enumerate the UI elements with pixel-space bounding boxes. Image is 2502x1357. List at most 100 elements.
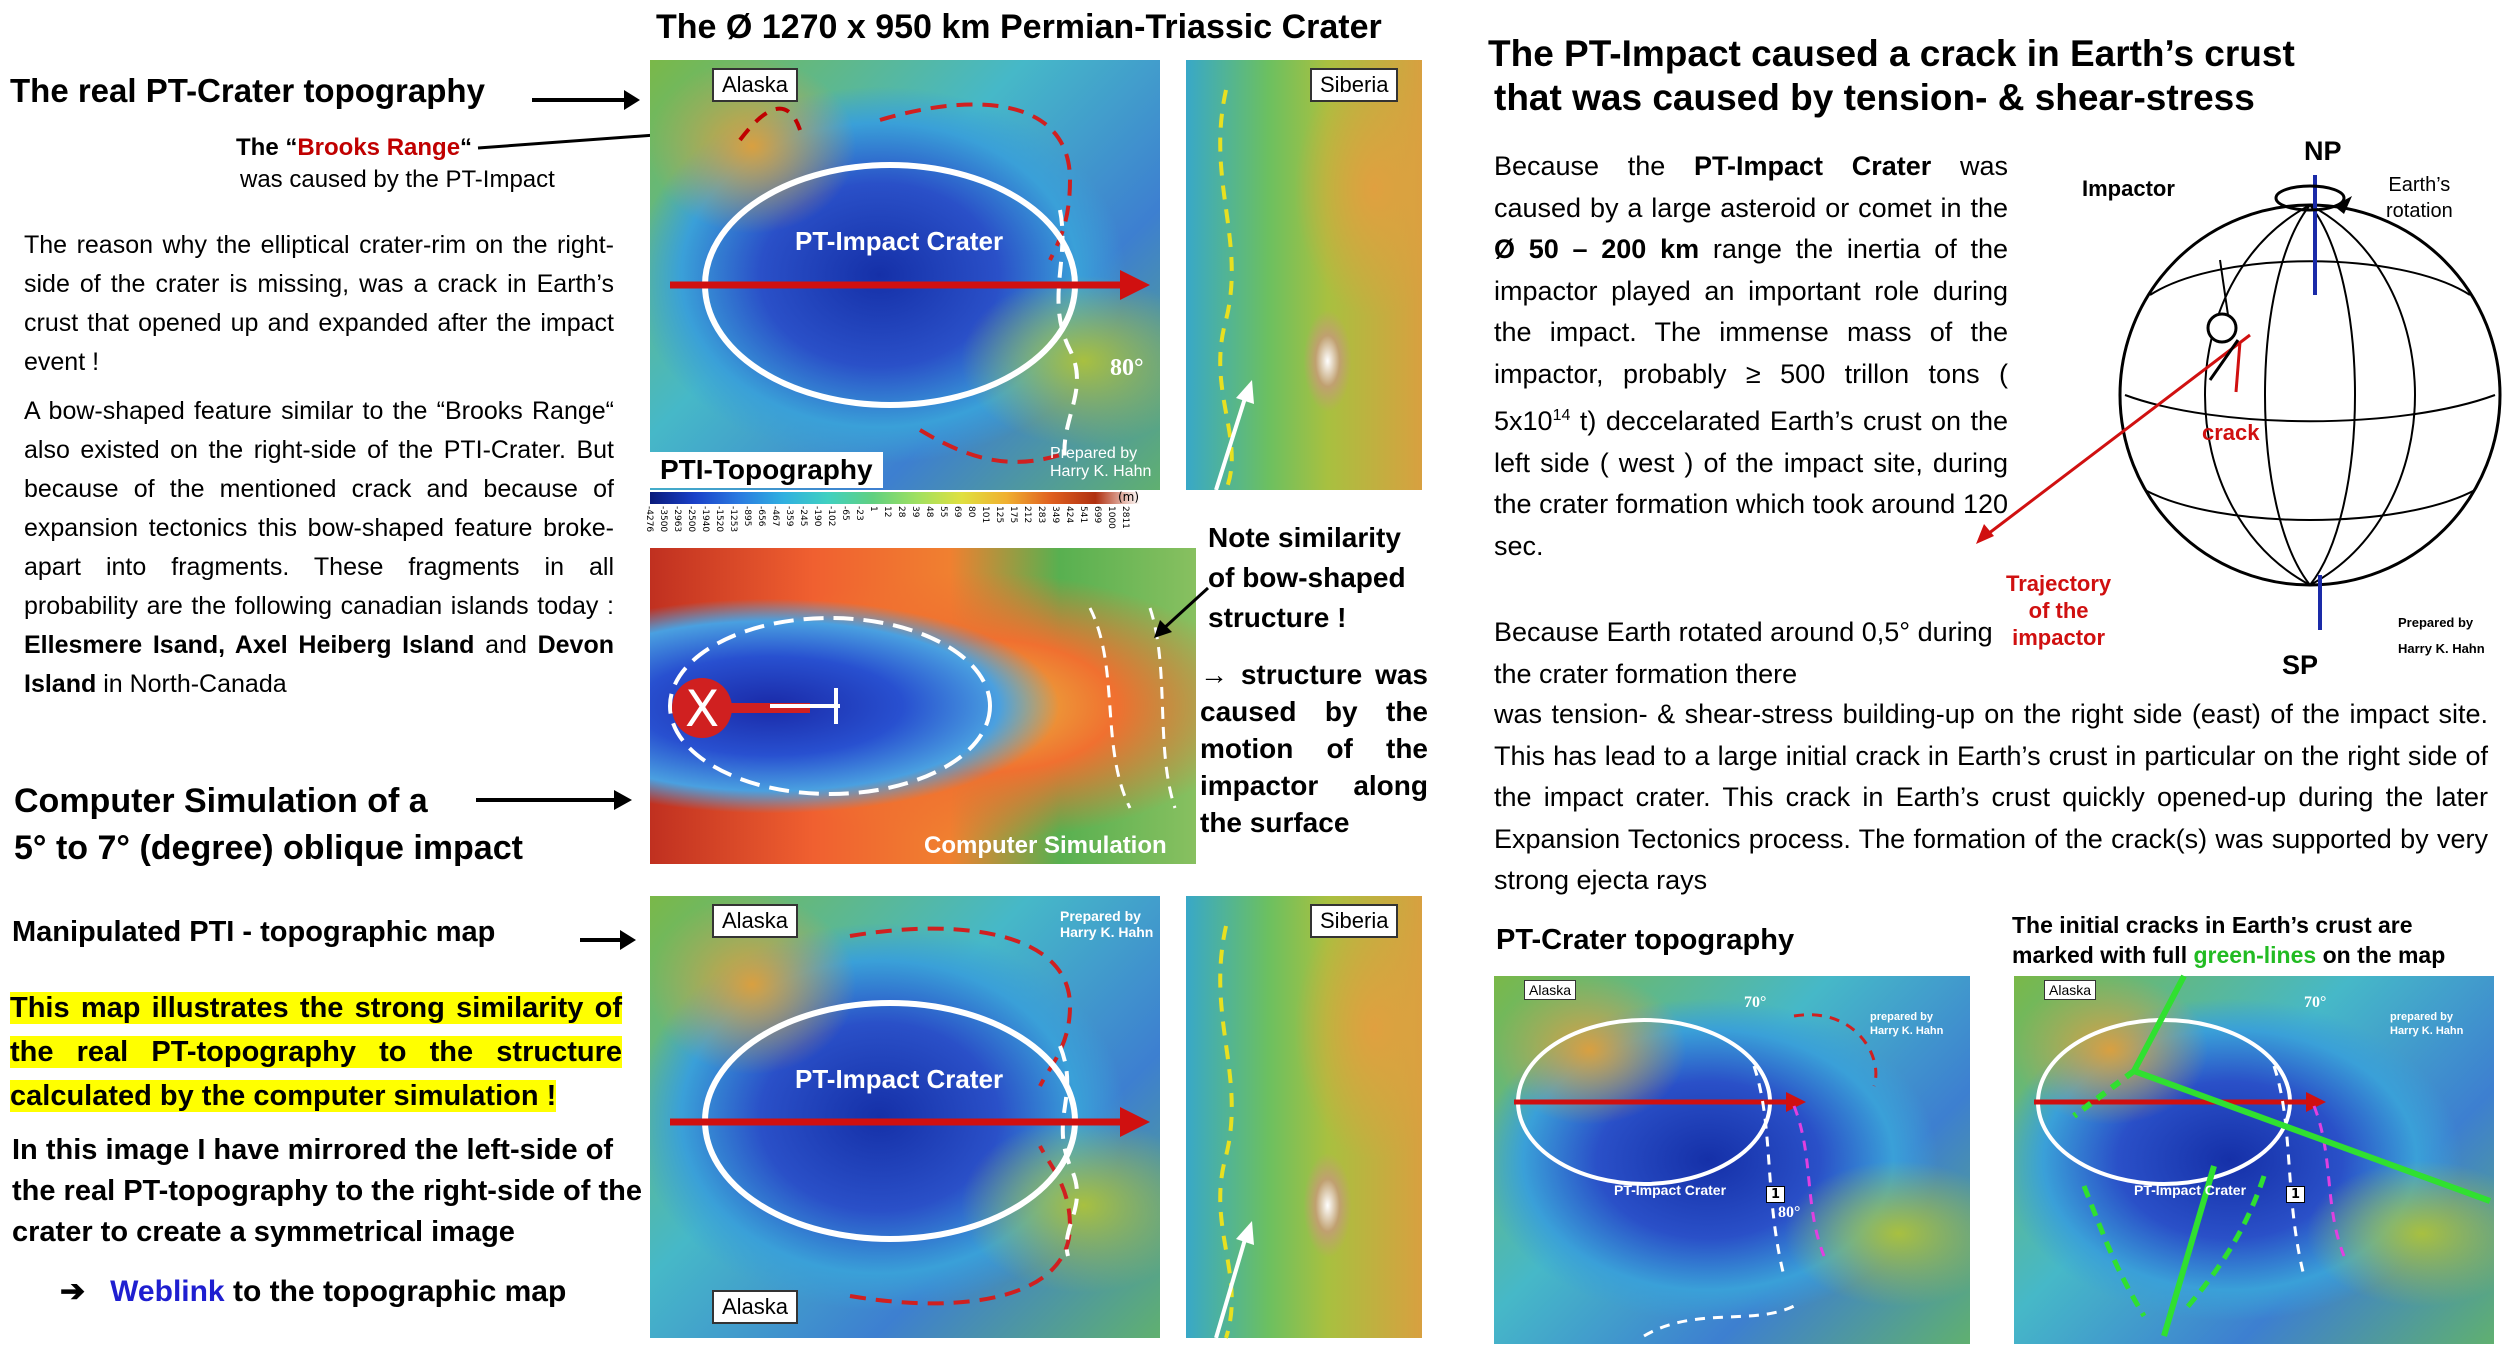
highlight-similarity: This map illustrates the strong similari…	[10, 986, 622, 1118]
scale-tick-label: -3500	[658, 506, 668, 533]
p1-b: PT-Impact Crater	[1694, 151, 1932, 181]
scale-tick-label: 212	[1022, 506, 1032, 524]
p1-a: Because the	[1494, 151, 1694, 181]
cracks-line2-a: marked with full	[2012, 942, 2194, 968]
rotation-line1: Earth’s	[2388, 174, 2451, 196]
scale-tick-label: 349	[1050, 506, 1060, 524]
small-crater-1: PT-Impact Crater	[1614, 1182, 1727, 1198]
crater-label-top: PT-Impact Crater	[795, 226, 1004, 256]
scale-tick-label: -895	[742, 506, 752, 527]
alaska-label-bottom-top: Alaska	[712, 904, 799, 938]
cracks-line2-b: on the map	[2316, 942, 2446, 968]
arrow-to-manipulated	[580, 930, 636, 950]
p1-sup: 14	[1552, 407, 1571, 424]
cracks-label: The initial cracks in Earth’s crust are …	[2012, 910, 2445, 970]
note-line3: structure !	[1208, 602, 1347, 633]
weblink-row: ➔ Weblink to the topographic map	[60, 1274, 566, 1309]
svg-text:X: X	[685, 680, 719, 738]
real-crater-label: The real PT-Crater topography	[10, 72, 485, 109]
computer-simulation-image: X Computer Simulation	[650, 548, 1196, 864]
scale-tick-label: 28	[896, 506, 906, 518]
paragraph-bow-shaped: A bow-shaped feature similar to the “Bro…	[24, 392, 614, 704]
scale-tick-label: 125	[994, 506, 1004, 524]
arrow-to-real-map	[532, 90, 640, 110]
p1-f: t) deccelarated Earth’s crust on the lef…	[1494, 406, 2008, 561]
mirror-text: In this image I have mirrored the left-s…	[12, 1134, 642, 1248]
small-num-2: 1	[2286, 1186, 2306, 1203]
scale-tick-label: -2963	[672, 506, 682, 533]
note-line2: of bow-shaped	[1208, 562, 1406, 593]
manipulated-overlay	[670, 926, 1150, 1306]
scale-tick-label: -1520	[714, 506, 724, 533]
small-prepared-1: prepared by Harry K. Hahn	[1870, 1010, 1943, 1038]
structure-caused-text: → structure was caused by the motion of …	[1200, 659, 1428, 838]
scale-tick-label: -2500	[686, 506, 696, 533]
cracks-line2-green: green-lines	[2193, 942, 2317, 968]
scale-tick-label: 541	[1078, 506, 1088, 524]
trajectory-line3: impactor	[2012, 625, 2106, 650]
scale-tick-label: 12	[882, 506, 892, 518]
brooks-suffix: “	[460, 134, 473, 161]
siberia-bottom-overlay	[1214, 925, 1254, 1339]
small-crater-2: PT-Impact Crater	[2134, 1182, 2247, 1198]
alaska-label-top: Alaska	[712, 68, 799, 102]
scale-tick-label: 39	[910, 506, 920, 518]
small-prepared-2-line1: prepared by	[2390, 1011, 2453, 1023]
islands-1: Ellesmere Isand, Axel Heiberg Island	[24, 631, 475, 659]
note-similarity: Note similarity of bow-shaped structure …	[1208, 518, 1406, 638]
scale-tick-label: -23	[854, 506, 864, 521]
small-prepared-2-line2: Harry K. Hahn	[2390, 1025, 2464, 1037]
crater-topo-label: PT-Crater topography	[1496, 924, 1795, 956]
brooks-name: Brooks Range	[297, 134, 461, 161]
simulation-label-line2: 5° to 7° (degree) oblique impact	[14, 829, 523, 867]
brooks-prefix: The “	[236, 134, 298, 161]
weblink-arrow: ➔	[60, 1275, 86, 1308]
simulation-label: Computer Simulation of a 5° to 7° (degre…	[14, 778, 523, 872]
globe-diagram: Impactor NP Earth’s rotation crack Traje…	[1920, 130, 2502, 690]
brooks-caption-line2: was caused by the PT-Impact	[240, 166, 555, 193]
cracks-line1: The initial cracks in Earth’s crust are	[2012, 912, 2413, 938]
scale-tick-label: 80	[966, 506, 976, 518]
scale-tick-label: -4276	[644, 506, 654, 533]
right-title: The PT-Impact caused a crack in Earth’s …	[1488, 32, 2295, 120]
scale-tick-label: 1000	[1106, 506, 1116, 529]
scale-tick-label: -1253	[728, 506, 738, 533]
small-num-1: 1	[1766, 1186, 1786, 1203]
p1-c: was caused by a large asteroid or comet …	[1494, 151, 2008, 223]
manipulated-label: Manipulated PTI - topographic map	[12, 916, 496, 948]
prepared-top-line1: Prepared by	[1050, 445, 1138, 462]
right-paragraph-3: was tension- & shear-stress building-up …	[1494, 699, 2488, 895]
crater-label-bottom: PT-Impact Crater	[795, 1064, 1004, 1094]
scale-tick-label: -245	[798, 506, 808, 527]
small-deg-2: 70°	[2304, 994, 2327, 1011]
scale-tick-label: -656	[756, 506, 766, 527]
small-cracks-map: Alaska 70° PT-Impact Crater 1 prepared b…	[2014, 974, 2494, 1344]
siberia-label-top: Siberia	[1310, 68, 1399, 102]
scale-tick-label: -65	[840, 506, 850, 521]
note-line1: Note similarity	[1208, 522, 1401, 553]
siberia-map-bottom: Siberia	[1186, 896, 1422, 1339]
prepared-top-line2: Harry K. Hahn	[1050, 463, 1152, 480]
scale-tick-label: 283	[1036, 506, 1046, 524]
small-crater-map: Alaska 70° 80° PT-Impact Crater 1 prepar…	[1494, 976, 1970, 1344]
arrow-note-to-sim	[1154, 586, 1210, 638]
color-scale-bar	[650, 492, 1140, 504]
color-scale-ticks: -4276 -3500 -2963 -2500 -1940 -1520 -1253 -895-…	[644, 506, 1140, 542]
small-prepared-1-line2: Harry K. Hahn	[1870, 1025, 1944, 1037]
islands-and: and	[474, 631, 527, 659]
weblink-rest: to the topographic map	[224, 1275, 567, 1308]
islands-end: in North-Canada	[96, 670, 287, 698]
paragraph-crack: The reason why the elliptical crater-rim…	[24, 231, 614, 376]
prepared-manip-line1: Prepared by	[1060, 908, 1141, 924]
right-title-line2: that was caused by tension- & shear-stre…	[1494, 77, 2255, 118]
weblink-link[interactable]: Weblink	[110, 1275, 225, 1308]
globe-svg	[1976, 175, 2502, 630]
scale-tick-label: 1	[868, 506, 878, 512]
crack-label: crack	[2202, 420, 2260, 445]
small-alaska-1: Alaska	[1524, 980, 1577, 1000]
siberia-map-top: Siberia	[1186, 60, 1422, 491]
simulation-label-line1: Computer Simulation of a	[14, 782, 428, 820]
trajectory-line1: Trajectory	[2006, 571, 2112, 596]
rotation-label: Earth’s rotation	[2386, 172, 2453, 224]
impactor-label: Impactor	[2082, 176, 2175, 201]
